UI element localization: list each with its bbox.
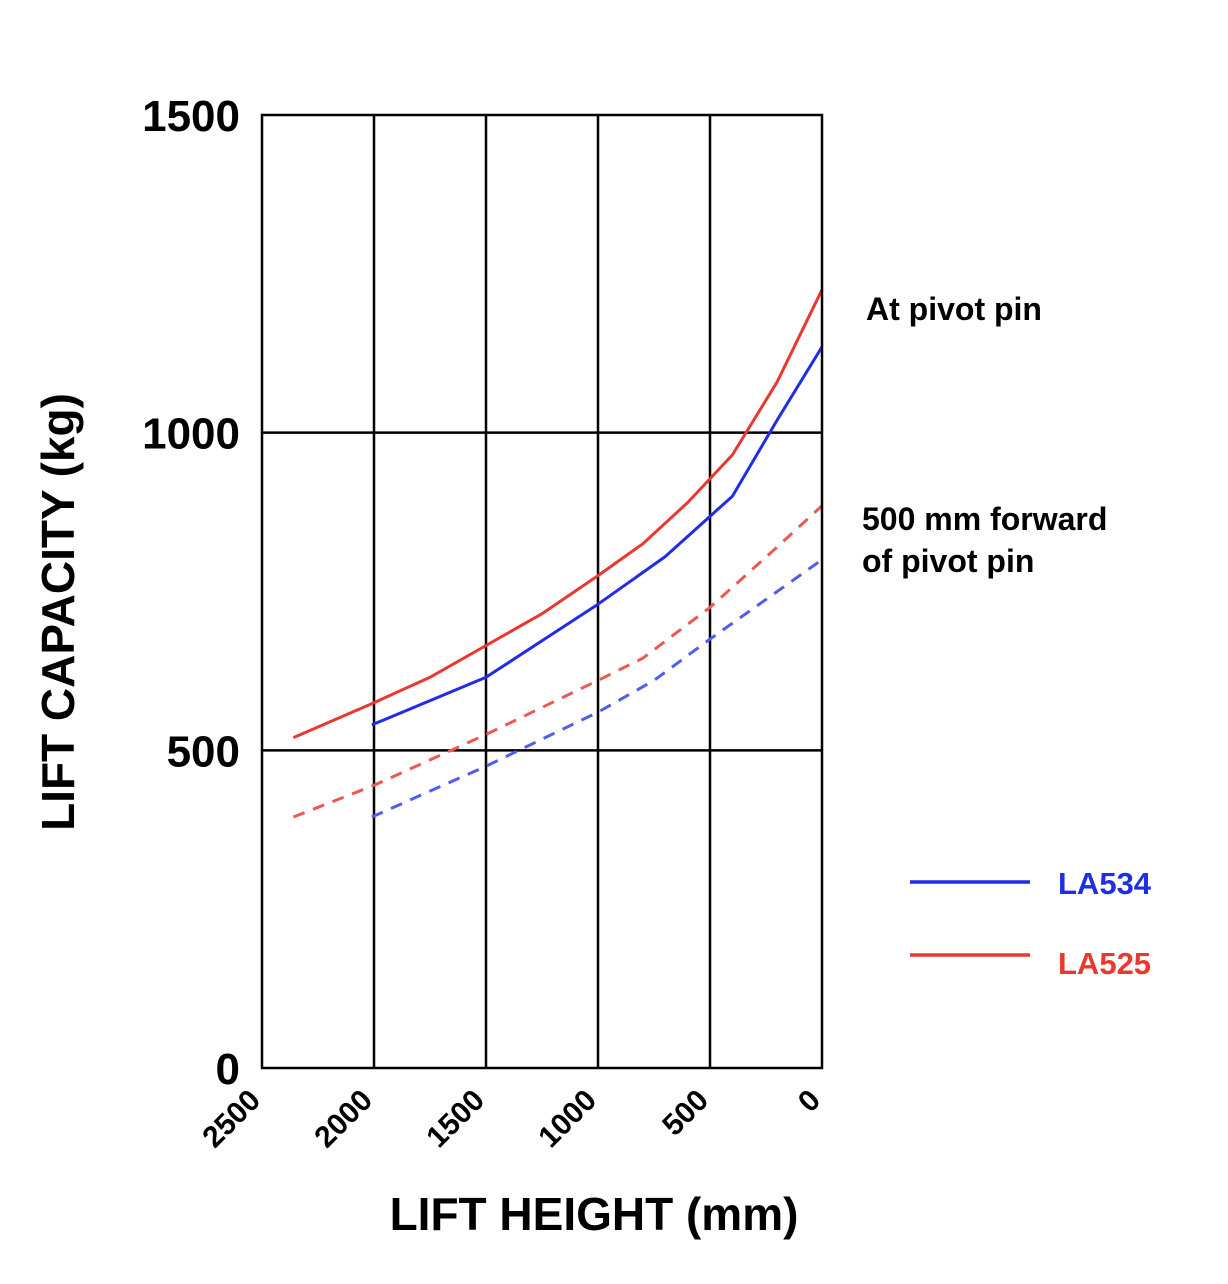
x-tick-label: 2500 — [196, 1084, 267, 1155]
annotation-500mm-forward-line2: of pivot pin — [862, 543, 1034, 579]
y-tick-labels: 0 500 1000 1500 — [142, 92, 240, 1094]
series-la534-500mm-forward — [371, 558, 823, 819]
legend: LA534 LA525 — [910, 866, 1152, 981]
y-tick-label: 1000 — [142, 410, 240, 459]
x-tick-label: 1000 — [532, 1084, 603, 1155]
y-tick-label: 500 — [167, 727, 240, 776]
y-axis-title: LIFT CAPACITY (kg) — [32, 393, 84, 831]
series-la525-500mm-forward — [292, 504, 824, 819]
plot-frame — [260, 113, 824, 1070]
x-tick-label: 1500 — [420, 1084, 491, 1155]
y-tick-label: 0 — [216, 1045, 240, 1094]
grid — [262, 115, 822, 1068]
series-la534-at-pivot-pin — [371, 346, 824, 727]
annotation-500mm-forward-line1: 500 mm forward — [862, 501, 1107, 537]
legend-label-la525: LA525 — [1058, 946, 1151, 981]
x-tick-labels: 2500 2000 1500 1000 500 0 — [196, 1084, 827, 1155]
legend-label-la534: LA534 — [1058, 866, 1152, 901]
series-lines — [292, 289, 824, 819]
annotation-at-pivot-pin: At pivot pin — [866, 291, 1042, 327]
annotation-500mm-forward: 500 mm forward of pivot pin — [862, 501, 1116, 579]
series-la525-at-pivot-pin — [292, 289, 824, 739]
x-tick-label: 0 — [792, 1084, 827, 1119]
x-axis-title: LIFT HEIGHT (mm) — [390, 1188, 799, 1240]
x-tick-label: 500 — [656, 1084, 715, 1143]
y-tick-label: 1500 — [142, 92, 240, 141]
x-tick-label: 2000 — [308, 1084, 379, 1155]
